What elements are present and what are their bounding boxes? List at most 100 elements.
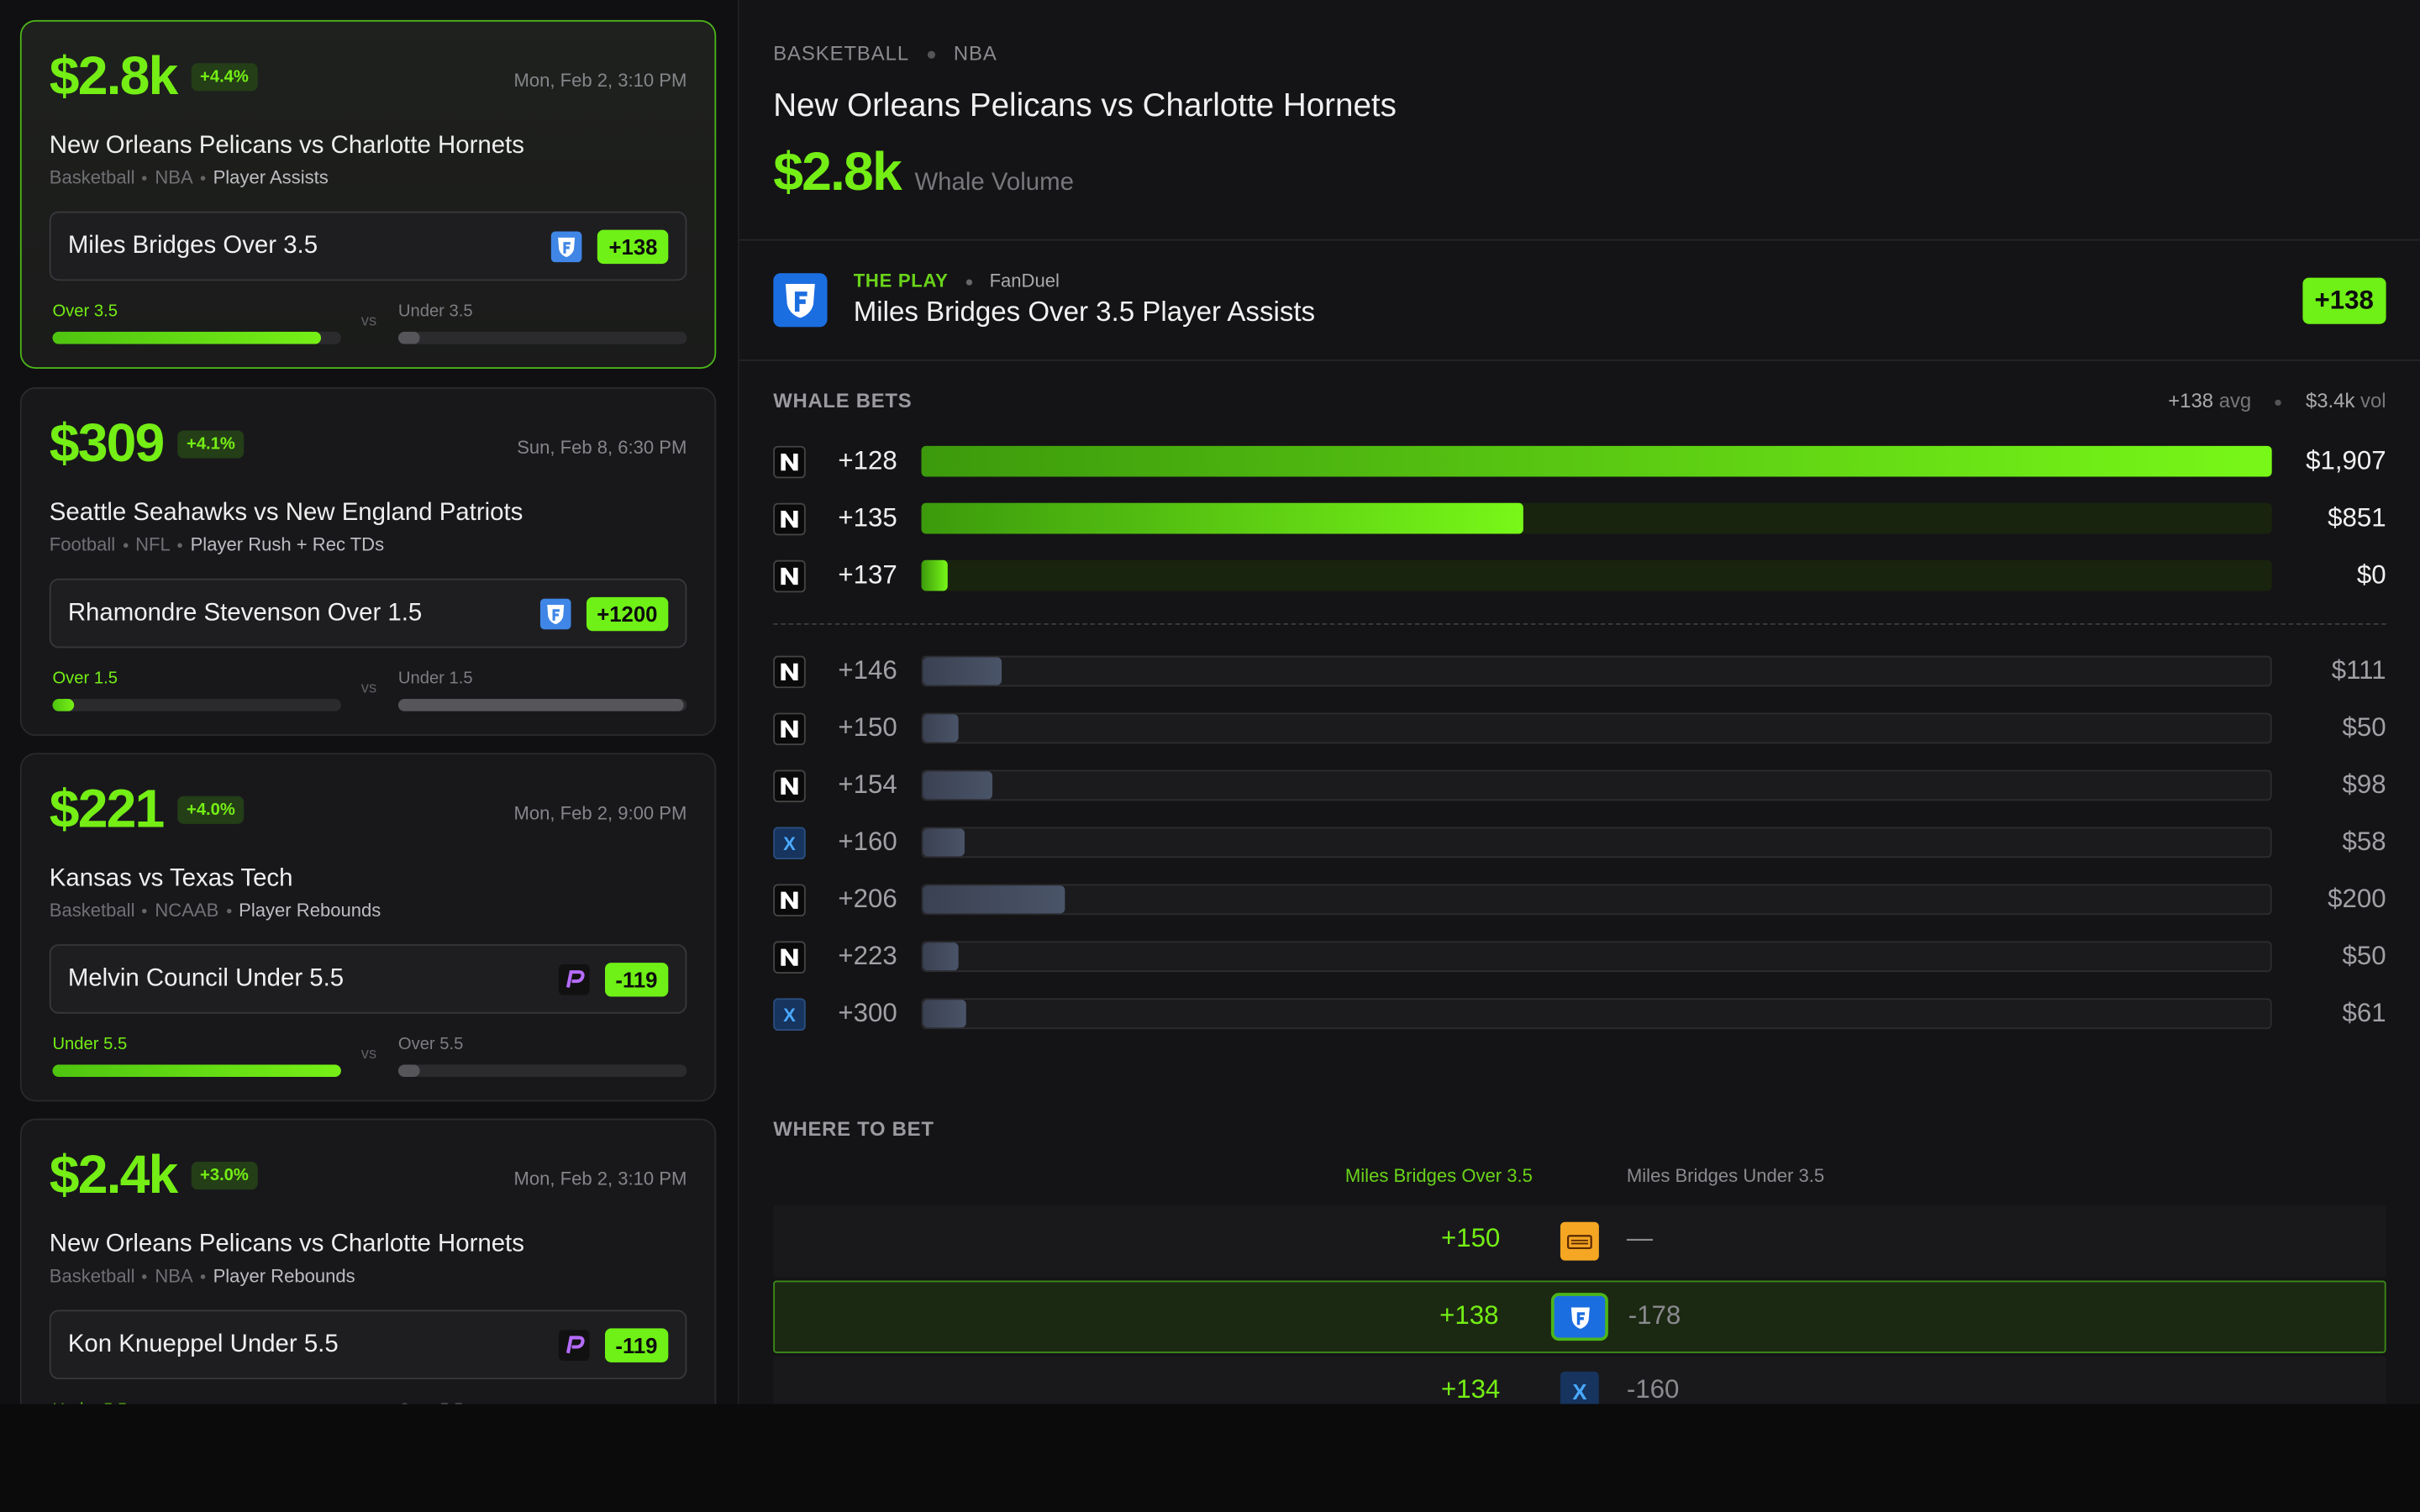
bar-track [921, 884, 2272, 916]
book-row[interactable]: +138 -178 [773, 1280, 2386, 1353]
book-icon: X [1560, 1371, 1599, 1404]
book-icon [773, 769, 806, 803]
bar-track [921, 941, 2272, 973]
league: NCAAB [155, 899, 219, 921]
pick-text: Kon Knueppel Under 5.5 [67, 1331, 339, 1357]
book-icon [773, 559, 806, 593]
vs: vs [360, 1046, 377, 1063]
book-row[interactable]: +150 — [773, 1205, 2386, 1278]
change: +3.0% [191, 1162, 258, 1190]
meta: Basketball NBA Player Rebounds [50, 1265, 355, 1287]
amount: $309 [49, 413, 166, 474]
card-header: $309 +4.1% [50, 413, 245, 475]
bet-odds: +135 [838, 502, 897, 533]
time: Mon, Feb 2, 3:10 PM [513, 69, 687, 92]
pick: Miles Bridges Over 3.5 +138 [49, 211, 687, 281]
bet-amount: $111 [2331, 655, 2386, 685]
meta: Football NFL Player Rush + Rec TDs [50, 534, 384, 556]
bar [923, 771, 992, 800]
time: Sun, Feb 8, 6:30 PM [517, 436, 687, 459]
bar [923, 657, 1002, 685]
market: Player Rush + Rec TDs [190, 533, 385, 556]
sport: Basketball [49, 899, 135, 921]
track [397, 699, 687, 711]
bar [923, 828, 965, 857]
bet-odds: +300 [838, 998, 897, 1028]
bet-card[interactable]: $2.8k +4.4% Mon, Feb 2, 3:10 PM New Orleans… [19, 19, 717, 369]
change: +4.1% [176, 430, 245, 459]
card-header: $2.4k +3.0% [50, 1145, 258, 1206]
bet-card[interactable]: $309 +4.1% Sun, Feb 8, 6:30 PM Seattle Seah… [19, 387, 717, 737]
bet-card[interactable]: $221 +4.0% Mon, Feb 2, 9:00 PM Kansas vs Te… [19, 753, 717, 1102]
pick-text: Rhamondre Stevenson Over 1.5 [67, 599, 423, 626]
bet-odds: +137 [838, 559, 897, 590]
bet-odds: +223 [838, 941, 897, 971]
vol: $3.4k [2305, 388, 2355, 412]
sport: Basketball [49, 166, 135, 189]
section-title: WHERE TO BET [773, 1116, 934, 1141]
book-icon [1550, 1293, 1608, 1341]
bet-odds: +128 [838, 445, 897, 475]
odds: -119 [604, 962, 669, 996]
dot [142, 909, 148, 914]
bet-amount: $0 [2356, 559, 2386, 590]
bar-track [921, 445, 2272, 477]
matchup: New Orleans Pelicans vs Charlotte Hornet… [49, 132, 524, 160]
change: +4.4% [191, 63, 258, 92]
market: Player Rebounds [239, 899, 381, 921]
track [397, 331, 687, 344]
track [52, 699, 341, 711]
under-odds: -160 [1626, 1374, 1680, 1404]
feed: $2.8k +4.4% Mon, Feb 2, 3:10 PM New Orleans… [0, 0, 739, 1404]
track-fill [397, 699, 684, 711]
matchup: New Orleans Pelicans vs Charlotte Hornet… [49, 1231, 524, 1257]
under-odds: -178 [1628, 1300, 1681, 1331]
bet-odds: +154 [838, 769, 897, 800]
amount: $221 [49, 779, 166, 840]
bar-track [921, 559, 2272, 591]
book: FanDuel [989, 270, 1060, 292]
separator [773, 623, 2386, 625]
divider [739, 239, 2420, 241]
book-icon: X [773, 998, 806, 1031]
meta: Basketball NCAAB Player Rebounds [50, 900, 381, 921]
card-header: $221 +4.0% [50, 780, 245, 841]
play-meta: THE PLAY FanDuel [854, 270, 1060, 291]
league: NBA [155, 1265, 193, 1287]
matchup: Kansas vs Texas Tech [49, 865, 293, 892]
track-fill [52, 699, 75, 711]
dot [200, 176, 206, 181]
book-icon [773, 655, 806, 689]
pick: Melvin Council Under 5.5 -119 [49, 944, 687, 1014]
side-b: Under 3.5 [397, 302, 473, 322]
title: New Orleans Pelicans vs Charlotte Hornet… [773, 87, 1397, 123]
vol-label: vol [2360, 388, 2386, 412]
bet-card[interactable]: $2.4k +3.0% Mon, Feb 2, 3:10 PM New Orleans… [19, 1118, 717, 1404]
book-logo [558, 963, 590, 995]
bar [921, 445, 2272, 477]
play-label: THE PLAY [853, 270, 949, 292]
bet-amount: $58 [2342, 827, 2386, 857]
avg: +138 [2168, 388, 2214, 412]
bar-track [921, 502, 2272, 534]
bet-amount: $200 [2328, 884, 2386, 914]
book-icon [773, 712, 806, 746]
avg-label: avg [2218, 388, 2252, 412]
bar-track [921, 998, 2272, 1030]
side-b: Under 1.5 [397, 669, 473, 689]
amount: $2.4k [49, 1144, 179, 1205]
book-row[interactable]: +134 X -160 [773, 1356, 2386, 1404]
play: Miles Bridges Over 3.5 Player Assists [853, 296, 1316, 328]
volume-amount: $2.8k [773, 141, 902, 202]
col-header: Miles Bridges Over 3.5 [1344, 1164, 1533, 1187]
dot [226, 909, 231, 914]
book-icon [773, 502, 806, 536]
pick-text: Miles Bridges Over 3.5 [67, 232, 318, 259]
side-a: Under 5.5 [52, 1035, 128, 1054]
book-icon: X [773, 827, 806, 860]
time: Mon, Feb 2, 3:10 PM [513, 1168, 687, 1190]
dot [142, 1274, 148, 1280]
league: NBA [953, 41, 997, 66]
dot [142, 176, 148, 181]
